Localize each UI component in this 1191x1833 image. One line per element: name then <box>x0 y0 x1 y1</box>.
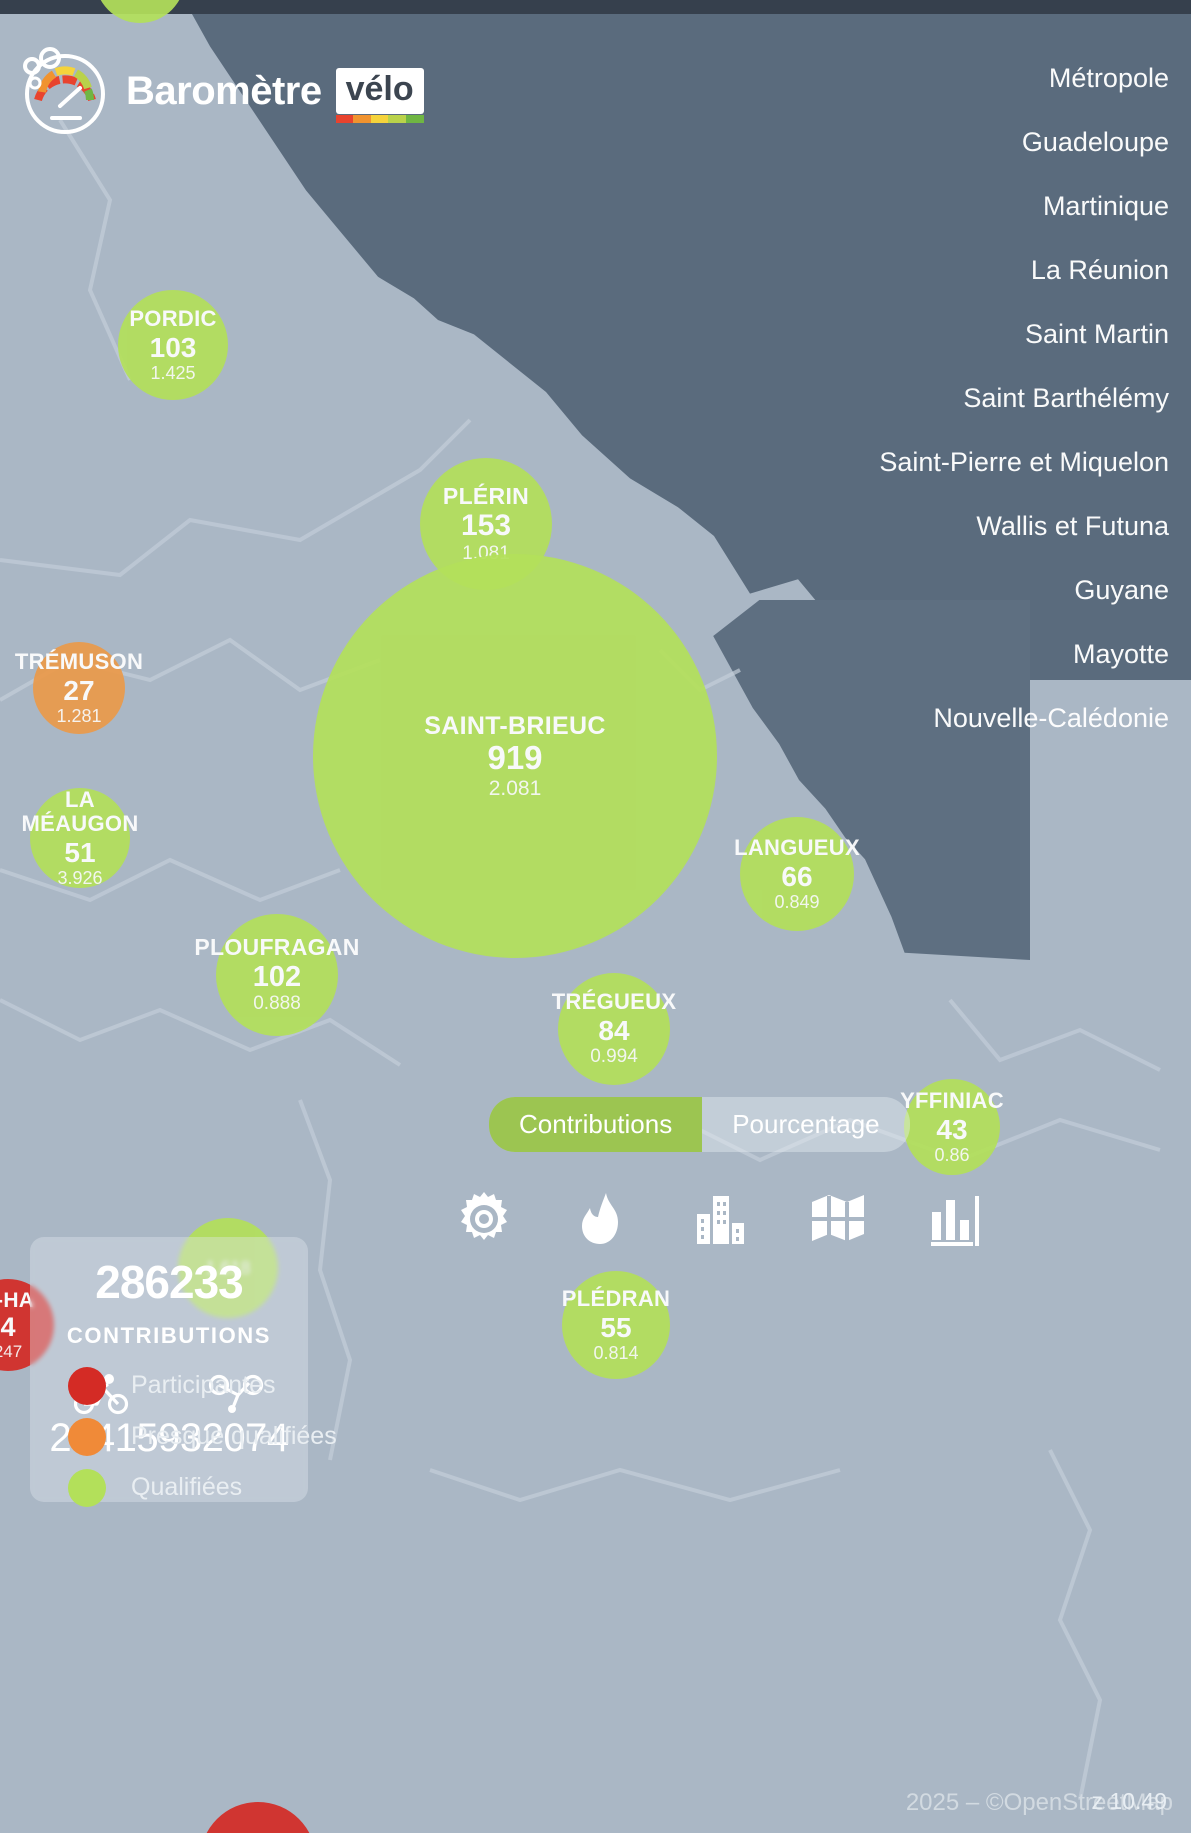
bubble-name: PLOUFRAGAN <box>194 934 360 961</box>
bubble-subvalue: 0.86 <box>934 1144 970 1165</box>
bubble-value: 102 <box>252 961 302 993</box>
map-attribution[interactable]: 2025 – ©OpenStreetMap <box>906 1789 1173 1817</box>
legend-dot <box>68 1417 106 1456</box>
bubble-name: LANGUEUX <box>734 834 860 860</box>
bubble-value: 4 <box>0 1312 16 1343</box>
region-item-guyane[interactable]: Guyane <box>1074 575 1169 605</box>
bubble-subvalue: 0.814 <box>593 1342 639 1363</box>
legend-label: Presque qualifiées <box>131 1422 337 1450</box>
gauge-icon <box>18 44 112 138</box>
bubble-value: 919 <box>487 738 543 776</box>
bubble-name: PLÉRIN <box>442 482 530 509</box>
attribution-text: 2025 – ©OpenStreetMap <box>905 1789 1173 1816</box>
bubble-name: YFFINIAC <box>900 1087 1004 1113</box>
bubble-langueux[interactable]: LANGUEUX 66 0.849 <box>734 817 860 931</box>
bubble-subvalue: 0.849 <box>774 891 820 912</box>
brand-logo[interactable]: Baromètre vélo <box>18 44 424 138</box>
total-contributions-label: CONTRIBUTIONS <box>66 1323 272 1348</box>
bubble-saint-brieuc[interactable]: SAINT-BRIEUC 919 2.081 <box>313 554 717 958</box>
bubble-name: PORDIC <box>129 305 217 331</box>
metric-toggle[interactable]: Contributions Pourcentage <box>489 1097 910 1152</box>
map-toolbar[interactable] <box>455 1190 985 1248</box>
region-list[interactable]: Métropole Guadeloupe Martinique La Réunion S… <box>879 46 1169 750</box>
bubble-tr-gueux[interactable]: TRÉGUEUX 84 0.994 <box>552 973 676 1085</box>
legend-label: Qualifiées <box>131 1473 243 1501</box>
legend-dot <box>68 1468 106 1507</box>
top-edge-strip <box>0 0 1191 14</box>
legend-dot <box>68 1366 106 1405</box>
logo-color-bar <box>335 115 424 123</box>
bike-crash-icon <box>208 1373 264 1420</box>
region-item-mayotte[interactable]: Mayotte <box>1072 639 1169 669</box>
bubble-pl-dran[interactable]: PLÉDRAN 55 0.814 <box>562 1271 670 1379</box>
legend-item-participantes[interactable]: Participantes <box>68 1360 337 1411</box>
bubble-value: 43 <box>936 1113 968 1145</box>
bubble-pordic[interactable]: PORDIC 103 1.425 <box>118 290 228 400</box>
bubble-subvalue: 1.281 <box>56 705 102 726</box>
zoom-level-indicator: z 10.49 <box>1091 1788 1167 1814</box>
map-icon[interactable] <box>809 1190 867 1248</box>
legend-item-presque-qualifi-es[interactable]: Presque qualifiées <box>68 1411 337 1462</box>
region-item-wallis-et-futuna[interactable]: Wallis et Futuna <box>976 511 1169 541</box>
logo-word-velo: vélo <box>335 68 424 123</box>
region-item-martinique[interactable]: Martinique <box>1042 191 1169 221</box>
bubble-subvalue: 3.926 <box>57 868 103 889</box>
flame-icon[interactable] <box>573 1190 631 1248</box>
bubble-value: 153 <box>460 509 512 543</box>
region-item-saint-barth-l-my[interactable]: Saint Barthélémy <box>963 383 1169 413</box>
stats-icon-row <box>73 1373 264 1420</box>
bubble-value: 51 <box>64 836 96 868</box>
bubble-tr-muson[interactable]: TRÉMUSON 27 1.281 <box>15 642 143 734</box>
bubble-subvalue: 2.081 <box>488 776 542 800</box>
bubble-yffiniac[interactable]: YFFINIAC 43 0.86 <box>900 1079 1004 1175</box>
bubble-value: 55 <box>600 1311 632 1343</box>
bubble-value: 103 <box>149 331 197 363</box>
legend-item-qualifi-es[interactable]: Qualifiées <box>68 1462 337 1513</box>
bubble-subvalue: 247 <box>0 1342 23 1362</box>
legend-label: Participantes <box>131 1371 276 1399</box>
city-icon[interactable] <box>691 1190 749 1248</box>
region-item-nouvelle-cal-donie[interactable]: Nouvelle-Calédonie <box>933 703 1169 733</box>
region-item-saint-pierre-et-miquelon[interactable]: Saint-Pierre et Miquelon <box>879 447 1169 477</box>
bubble-name: SAINT-BRIEUC <box>424 711 606 740</box>
gear-icon[interactable] <box>455 1190 513 1248</box>
region-item-la-r-union[interactable]: La Réunion <box>1030 255 1169 285</box>
bubble-ploufragan[interactable]: PLOUFRAGAN 102 0.888 <box>194 914 359 1036</box>
logo-word-barometre: Baromètre <box>126 68 322 113</box>
region-item-saint-martin[interactable]: Saint Martin <box>1024 319 1169 349</box>
bubble-la-m-augon[interactable]: LA MÉAUGON 51 3.926 <box>22 787 139 889</box>
toggle-option-pourcentage[interactable]: Pourcentage <box>732 1109 880 1139</box>
bar-chart-icon[interactable] <box>927 1190 985 1248</box>
bubble-name: TRÉMUSON <box>14 648 144 674</box>
bubble-name: PLÉDRAN <box>561 1285 671 1311</box>
toggle-option-contributions[interactable]: Contributions <box>489 1097 703 1152</box>
bubble-value: 66 <box>781 860 813 892</box>
region-item-m-tropole[interactable]: Métropole <box>1048 63 1169 93</box>
bubble-subvalue: 0.888 <box>253 993 301 1015</box>
total-contributions-value: 286233 <box>95 1256 243 1308</box>
region-item-guadeloupe[interactable]: Guadeloupe <box>1021 127 1169 157</box>
bubble-name: TRÉGUEUX <box>551 989 677 1015</box>
bubble-subvalue: 1.425 <box>150 362 196 383</box>
bubble-subvalue: 0.994 <box>590 1046 638 1068</box>
bubble-name: LA MÉAUGON <box>21 786 139 837</box>
map-legend: Participantes Presque qualifiées Qualifiée… <box>68 1360 337 1513</box>
bubble-name: E-HA <box>0 1288 35 1312</box>
bubble-value: 84 <box>598 1015 630 1046</box>
bubble-value: 27 <box>63 674 95 706</box>
